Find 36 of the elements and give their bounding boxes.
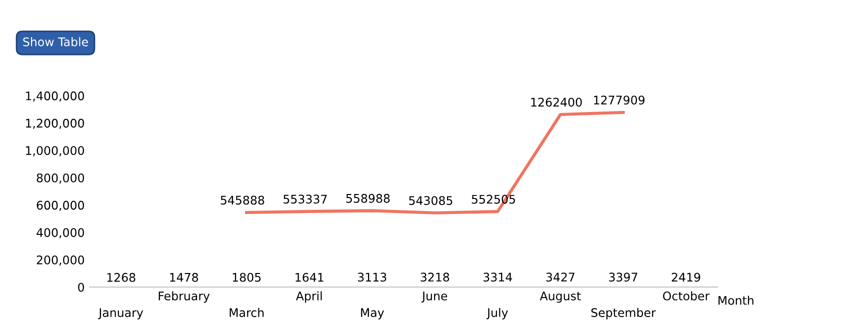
data-label: 543085: [409, 196, 452, 206]
x-tick-label: January: [98, 308, 144, 320]
x-tick-label: April: [296, 291, 322, 303]
data-label: 3397: [609, 272, 638, 282]
data-label: 1277909: [594, 96, 644, 105]
y-tick-label: 1,000,000: [26, 146, 84, 156]
x-tick-label: August: [540, 292, 581, 303]
x-tick-label: May: [361, 308, 384, 320]
y-tick-label: 800,000: [36, 173, 84, 184]
data-label: 3427: [546, 272, 574, 282]
data-label: 3218: [420, 272, 450, 282]
data-label: 553337: [284, 194, 327, 204]
data-label: 2419: [672, 272, 700, 282]
data-label: 1805: [232, 272, 261, 282]
y-tick-label: 1,200,000: [26, 118, 84, 129]
y-tick-label: 0: [78, 282, 84, 292]
x-tick-label: February: [158, 291, 210, 303]
data-label: 1478: [170, 272, 198, 282]
data-label: 1268: [107, 272, 136, 282]
x-tick-label: October: [663, 291, 710, 300]
y-tick-label: 200,000: [36, 255, 84, 266]
x-axis-title: Month: [718, 296, 754, 305]
y-tick-label: 400,000: [36, 228, 84, 238]
data-label: 545888: [220, 196, 264, 205]
x-tick-label: July: [486, 308, 508, 320]
y-tick-label: 1,400,000: [26, 91, 84, 102]
x-tick-label: March: [230, 308, 264, 318]
x-tick-label: June: [421, 292, 448, 303]
data-label: 3113: [358, 272, 386, 282]
data-label: 558988: [346, 194, 390, 203]
data-label: 1641: [296, 272, 324, 282]
x-tick-label: September: [591, 308, 656, 320]
text: Show Table: [23, 37, 88, 46]
data-label: 3314: [484, 272, 512, 282]
data-label: 1262400: [531, 98, 582, 107]
y-tick-label: 600,000: [36, 200, 84, 211]
